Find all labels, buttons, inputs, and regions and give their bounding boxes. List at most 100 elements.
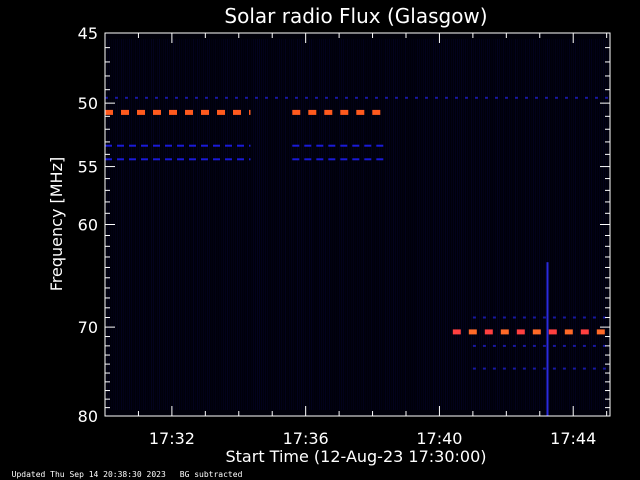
- noise-streak: [311, 39, 312, 410]
- noise-streak: [405, 39, 406, 410]
- noise-streak: [231, 39, 232, 410]
- noise-streak: [251, 39, 252, 410]
- band-3-segment: [455, 96, 458, 99]
- band-1-segment: [364, 144, 372, 147]
- x-tick-label: 17:44: [550, 429, 596, 448]
- band-7-segment: [562, 367, 566, 370]
- band-3-segment: [575, 96, 578, 99]
- noise-streak: [181, 39, 182, 410]
- band-7-segment: [572, 367, 576, 370]
- band-1-segment: [105, 144, 112, 147]
- band-4-segment: [500, 329, 509, 335]
- noise-streak: [301, 39, 302, 410]
- noise-streak: [119, 39, 120, 410]
- band-2-segment: [129, 158, 136, 161]
- noise-streak: [305, 39, 306, 410]
- band-3-segment: [415, 96, 418, 99]
- noise-streak: [555, 39, 556, 410]
- band-0-segment: [105, 109, 113, 115]
- noise-streak: [309, 39, 310, 410]
- noise-streak: [453, 39, 454, 410]
- noise-streak: [447, 39, 448, 410]
- noise-streak: [229, 39, 230, 410]
- band-1-segment: [153, 144, 160, 147]
- band-2-segment: [340, 158, 348, 161]
- band-2-segment: [177, 158, 184, 161]
- noise-streak: [123, 39, 124, 410]
- noise-streak: [281, 39, 282, 410]
- band-7-segment: [592, 367, 596, 370]
- noise-streak: [149, 39, 150, 410]
- noise-streak: [489, 39, 490, 410]
- band-3-segment: [195, 96, 198, 99]
- band-5-segment: [512, 316, 516, 319]
- noise-streak: [167, 39, 168, 410]
- band-5-segment: [562, 316, 566, 319]
- noise-streak: [569, 39, 570, 410]
- band-4-segment: [484, 329, 493, 335]
- noise-streak: [347, 39, 348, 410]
- band-3-segment: [275, 96, 278, 99]
- noise-streak: [325, 39, 326, 410]
- noise-streak: [293, 39, 294, 410]
- noise-streak: [153, 39, 154, 410]
- noise-streak: [539, 39, 540, 410]
- band-1-segment: [165, 144, 172, 147]
- band-1-segment: [201, 144, 208, 147]
- band-7-segment: [552, 367, 556, 370]
- band-0-segment: [121, 109, 129, 115]
- band-5-segment: [472, 316, 476, 319]
- noise-streak: [283, 39, 284, 410]
- noise-streak: [135, 39, 136, 410]
- band-3-segment: [135, 96, 138, 99]
- noise-streak: [155, 39, 156, 410]
- noise-streak: [169, 39, 170, 410]
- noise-streak: [393, 39, 394, 410]
- noise-streak: [549, 39, 550, 410]
- noise-streak: [491, 39, 492, 410]
- band-6-segment: [512, 344, 516, 347]
- noise-streak: [199, 39, 200, 410]
- noise-streak: [337, 39, 338, 410]
- band-3-segment: [235, 96, 238, 99]
- noise-streak: [265, 39, 266, 410]
- band-6-segment: [562, 344, 566, 347]
- noise-streak: [579, 39, 580, 410]
- band-1-segment: [141, 144, 148, 147]
- noise-streak: [461, 39, 462, 410]
- noise-streak: [433, 39, 434, 410]
- x-tick-label: 17:32: [149, 429, 195, 448]
- band-2-segment: [165, 158, 172, 161]
- noise-streak: [131, 39, 132, 410]
- noise-streak: [471, 39, 472, 410]
- noise-streak: [379, 39, 380, 410]
- noise-streak: [249, 39, 250, 410]
- noise-streak: [363, 39, 364, 410]
- noise-streak: [525, 39, 526, 410]
- band-3-segment: [115, 96, 118, 99]
- band-4-segment: [596, 329, 605, 335]
- noise-streak: [115, 39, 116, 410]
- band-2-segment: [328, 158, 336, 161]
- emission-bands: [105, 96, 608, 370]
- noise-streak: [385, 39, 386, 410]
- noise-streak: [423, 39, 424, 410]
- noise-streak: [343, 39, 344, 410]
- band-3-segment: [365, 96, 368, 99]
- noise-streak: [557, 39, 558, 410]
- band-5-segment: [532, 316, 536, 319]
- noise-streak: [463, 39, 464, 410]
- noise-streak: [349, 39, 350, 410]
- band-6-segment: [602, 344, 606, 347]
- noise-streak: [375, 39, 376, 410]
- noise-streak: [157, 39, 158, 410]
- y-axis: 45 50 55 60 70 80: [78, 24, 610, 426]
- noise-streak: [457, 39, 458, 410]
- noise-streak: [387, 39, 388, 410]
- band-4-segment: [564, 329, 573, 335]
- band-3-segment: [245, 96, 248, 99]
- noise-streak: [435, 39, 436, 410]
- band-2-segment: [213, 158, 220, 161]
- band-3-segment: [355, 96, 358, 99]
- band-7-segment: [472, 367, 476, 370]
